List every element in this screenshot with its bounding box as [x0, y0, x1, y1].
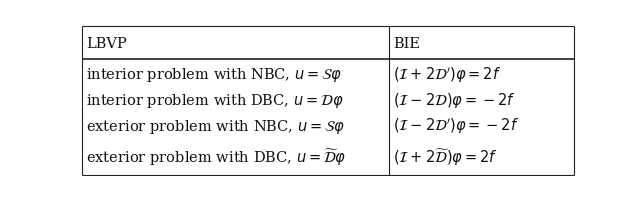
Text: LBVP: LBVP	[86, 37, 127, 51]
Text: exterior problem with NBC, $u = \mathcal{S}\varphi$: exterior problem with NBC, $u = \mathcal…	[86, 118, 345, 136]
Text: $\left(\mathcal{I} + 2\mathcal{D}'\right)\varphi = 2f$: $\left(\mathcal{I} + 2\mathcal{D}'\right…	[394, 65, 502, 85]
Text: BIE: BIE	[394, 37, 420, 51]
Text: $\left(\mathcal{I} + 2\widetilde{\mathcal{D}}\right)\varphi = 2f$: $\left(\mathcal{I} + 2\widetilde{\mathca…	[394, 148, 498, 168]
Text: interior problem with NBC, $u = \mathcal{S}\varphi$: interior problem with NBC, $u = \mathcal…	[86, 66, 342, 84]
Text: $\left(\mathcal{I} - 2\mathcal{D}\right)\varphi = -2f$: $\left(\mathcal{I} - 2\mathcal{D}\right)…	[394, 91, 516, 110]
Text: $\left(\mathcal{I} - 2\mathcal{D}'\right)\varphi = -2f$: $\left(\mathcal{I} - 2\mathcal{D}'\right…	[394, 117, 520, 136]
Text: interior problem with DBC, $u = \mathcal{D}\varphi$: interior problem with DBC, $u = \mathcal…	[86, 92, 344, 110]
Text: exterior problem with DBC, $u = \widetilde{\mathcal{D}}\varphi$: exterior problem with DBC, $u = \widetil…	[86, 148, 346, 168]
